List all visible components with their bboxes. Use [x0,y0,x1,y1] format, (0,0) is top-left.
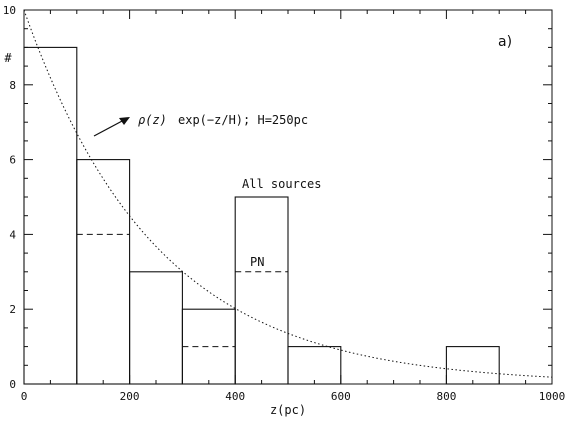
annotation-arrow-head [119,117,130,125]
x-tick-label: 400 [225,390,245,403]
y-tick-label: 4 [9,228,16,241]
y-tick-label: 0 [9,378,16,391]
series-label-pn: PN [250,255,264,269]
y-tick-labels: 0 2 4 6 8 10 [3,4,17,391]
x-axis-title: z(pc) [270,403,306,417]
model-annotation: ρ(z) exp(−z/H); H=250pc [93,113,308,137]
annotation-arrow-line [93,119,125,137]
bar-all-sources [234,196,289,385]
y-tick-label: 10 [3,4,16,17]
histogram-bars [23,46,500,385]
model-label-rho: ρ(z) [138,113,167,127]
x-tick-label: 600 [331,390,351,403]
x-tick-label: 800 [436,390,456,403]
panel-label: a) [498,34,512,50]
y-tick-label: 6 [9,154,16,167]
x-tick-labels: 0 200 400 600 800 1000 [21,390,566,403]
pn-series [76,233,288,348]
bar-all-sources [129,271,183,385]
bar-all-sources [76,159,131,385]
x-tick-label: 1000 [539,390,566,403]
exponential-model-curve [23,9,553,378]
x-tick-label: 200 [120,390,140,403]
bar-all-sources [287,346,342,385]
plot-area [23,9,553,385]
bar-all-sources [23,46,78,385]
y-tick-label: 8 [9,79,16,92]
bar-all-sources [445,346,500,385]
x-tick-label: 0 [21,390,28,403]
y-tick-label: 2 [9,303,16,316]
series-label-all-sources: All sources [242,177,321,191]
model-label-formula: exp(−z/H); H=250pc [178,113,308,127]
y-axis-title: # [4,51,12,65]
